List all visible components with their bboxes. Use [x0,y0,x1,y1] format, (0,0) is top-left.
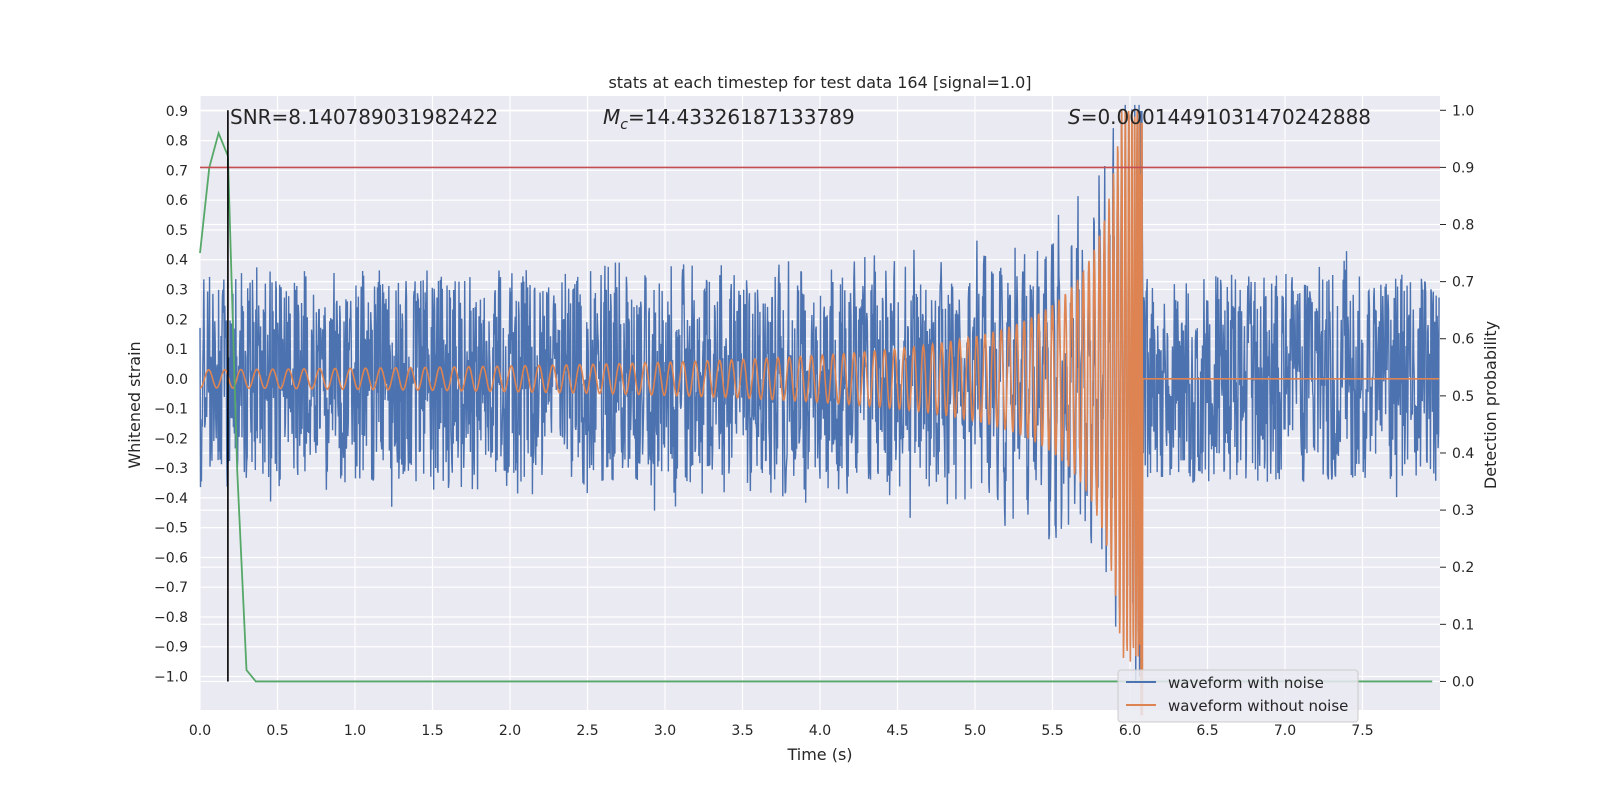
y-right-tick-label: 0.0 [1452,674,1474,690]
y-left-tick-label: 0.0 [166,372,188,388]
mc-subscript: c [620,117,628,133]
y-left-tick-label: 0.2 [166,312,188,328]
x-tick-label: 2.5 [576,723,598,739]
y-right-tick-labels: 1.0 0.9 0.8 0.7 0.6 0.5 0.4 0.3 0.2 0.1 0.0 [1440,103,1474,690]
y-left-tick-label: −0.3 [154,461,188,477]
x-tick-label: 0.0 [189,723,211,739]
s-value: =0.00014491031470242888 [1081,105,1371,129]
series-waveform-with-noise [199,104,1440,683]
overlay-layer [199,110,1440,683]
y-right-tick-label: 0.2 [1452,560,1474,576]
y-left-tick-label: 0.6 [166,193,188,209]
x-tick-label: 4.0 [809,723,831,739]
y-left-tick-label: 0.5 [166,223,188,239]
x-tick-label: 3.0 [654,723,676,739]
x-tick-label: 4.5 [886,723,908,739]
legend-label-clean: waveform without noise [1168,697,1348,715]
x-tick-label: 6.0 [1119,723,1141,739]
x-tick-label: 1.5 [421,723,443,739]
y-left-tick-label: −0.4 [154,491,188,507]
x-tick-label: 0.5 [266,723,288,739]
y-right-tick-label: 0.6 [1452,332,1474,348]
y-right-tick-label: 0.8 [1452,218,1474,234]
x-tick-label: 5.5 [1041,723,1063,739]
series-layer [199,104,1440,716]
y-left-tick-label: 0.8 [166,134,188,150]
y-left-tick-label: −0.8 [154,610,188,626]
y-right-tick-label: 1.0 [1452,103,1474,119]
x-tick-label: 2.0 [499,723,521,739]
series-waveform-without-noise [199,110,1439,716]
x-tick-label: 6.5 [1196,723,1218,739]
y-left-tick-labels: 0.9 0.8 0.7 0.6 0.5 0.4 0.3 0.2 0.1 0.0 −0.1 −0.2 −0… [154,104,188,686]
y-right-tick-label: 0.4 [1452,446,1474,462]
x-tick-label: 7.5 [1351,723,1373,739]
y-right-tick-label: 0.3 [1452,503,1474,519]
y-left-tick-label: −0.6 [154,550,188,566]
y-left-tick-label: 0.7 [166,163,188,179]
y-right-tick-label: 0.1 [1452,617,1474,633]
legend: waveform with noise waveform without noi… [1117,669,1359,723]
mc-symbol: M [603,105,620,129]
y-right-tick-label: 0.9 [1452,160,1474,176]
mc-value: =14.43326187133789 [628,105,855,129]
y-axis-left-label: Whitened strain [125,341,144,468]
y-right-tick-label: 0.7 [1452,275,1474,291]
y-left-tick-label: −0.5 [154,521,188,537]
x-tick-label: 3.5 [731,723,753,739]
y-left-tick-label: 0.3 [166,283,188,299]
x-tick-label: 5.0 [964,723,986,739]
y-right-tick-label: 0.5 [1452,389,1474,405]
y-left-tick-label: 0.9 [166,104,188,120]
x-tick-label: 1.0 [344,723,366,739]
y-left-tick-label: −0.9 [154,640,188,656]
y-left-tick-label: −0.7 [154,580,188,596]
y-left-tick-label: −0.1 [154,402,188,418]
x-axis-label: Time (s) [786,745,852,764]
x-tick-label: 7.0 [1274,723,1296,739]
legend-label-noise: waveform with noise [1168,674,1324,692]
y-left-tick-label: −0.2 [154,431,188,447]
y-left-tick-label: −1.0 [154,670,188,686]
legend-box [1117,669,1359,723]
y-left-tick-label: 0.1 [166,342,188,358]
y-left-tick-label: 0.4 [166,253,188,269]
snr-annotation: SNR=8.140789031982422 [230,105,498,129]
s-symbol: S [1068,105,1081,129]
x-tick-labels: 0.0 0.5 1.0 1.5 2.0 2.5 3.0 3.5 4.0 4.5 5.0 5.5 6.0 6… [189,723,1374,739]
s-annotation: S=0.00014491031470242888 [1068,105,1371,129]
y-axis-right-label: Detection probability [1481,321,1500,489]
chart-title: stats at each timestep for test data 164… [608,73,1031,92]
series-detection-probability [199,130,1433,683]
mc-annotation: Mc=14.43326187133789 [603,105,855,133]
